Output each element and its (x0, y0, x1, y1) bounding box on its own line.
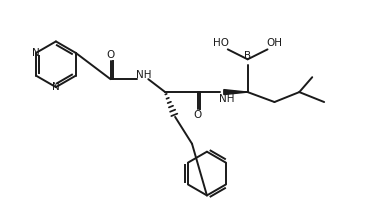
Text: N: N (52, 82, 60, 92)
Text: N: N (32, 48, 40, 58)
Text: NH: NH (135, 70, 151, 80)
Text: B: B (244, 51, 251, 61)
Polygon shape (224, 90, 248, 95)
Text: HO: HO (213, 38, 229, 48)
Text: OH: OH (267, 38, 282, 48)
Text: O: O (194, 110, 202, 120)
Text: O: O (106, 50, 115, 60)
Text: NH: NH (219, 94, 234, 104)
